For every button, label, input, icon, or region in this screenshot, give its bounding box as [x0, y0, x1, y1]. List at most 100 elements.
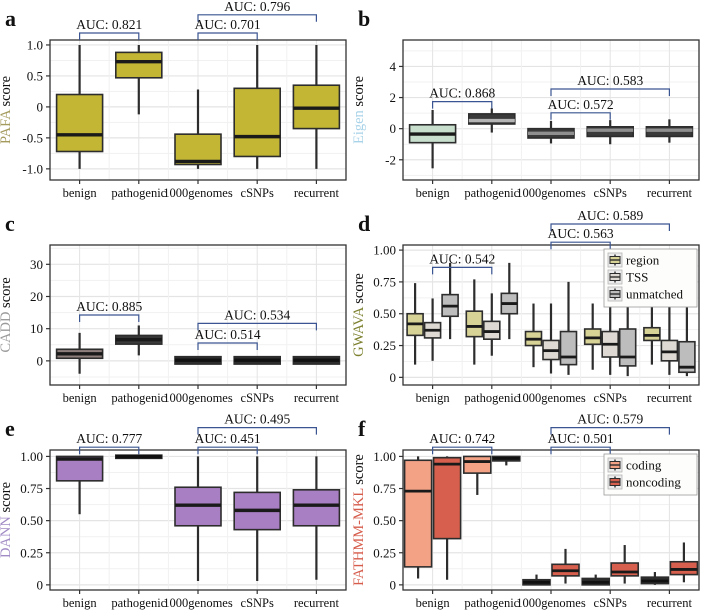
legend-label: noncoding	[626, 475, 681, 490]
x-tick-label: 1000genomes	[516, 596, 586, 610]
x-tick-label: 1000genomes	[163, 596, 233, 610]
x-tick-label: cSNPs	[241, 391, 274, 405]
auc-label: AUC: 0.451	[195, 431, 261, 446]
box	[678, 340, 696, 374]
boxplot-1000genomes-noncoding	[551, 548, 580, 584]
boxplots	[408, 108, 694, 169]
x-tick-label: cSNPs	[241, 186, 274, 200]
boxplot-1000genomes	[174, 355, 222, 365]
legend-entry-TSS: TSS	[607, 270, 648, 285]
auc-bracket: AUC: 0.821	[76, 17, 142, 40]
boxplot-benign-coding	[403, 456, 433, 579]
x-tick-label: benign	[63, 186, 98, 200]
legend-entry-region: region	[607, 253, 660, 268]
boxplots	[406, 262, 696, 377]
y-tick-label: 0.75	[373, 481, 396, 496]
y-axis-title: FATHMM-MKL score	[351, 454, 367, 586]
box	[403, 459, 433, 568]
box	[559, 330, 578, 366]
auc-label: AUC: 0.542	[429, 251, 495, 266]
boxplot-cSNPs	[233, 456, 281, 582]
boxplot-1000genomes	[527, 120, 575, 144]
auc-label: AUC: 0.534	[224, 307, 290, 322]
legend-label: TSS	[626, 270, 648, 285]
boxplot-benign-TSS	[423, 298, 442, 361]
y-tick-label: 0.50	[373, 513, 396, 528]
box	[432, 456, 462, 540]
x-tick-label: pathogenic	[111, 186, 166, 200]
y-axis: 0 0.25 0.50 0.75 1.00	[373, 243, 403, 385]
legend-label: unmatched	[626, 287, 684, 302]
panel-d-chart: 0 0.25 0.50 0.75 1.00 benign pathogenic1000gen…	[351, 208, 700, 405]
legend: region TSS unmatched	[603, 248, 698, 308]
box	[463, 455, 492, 474]
boxplot-recurrent-noncoding	[669, 542, 699, 583]
boxplot-benign-unmatched	[441, 262, 459, 340]
legend-entry-unmatched: unmatched	[607, 287, 684, 302]
legend-entry-coding: coding	[607, 458, 662, 473]
box	[618, 328, 637, 367]
boxplot-recurrent	[292, 456, 341, 580]
auc-bracket: AUC: 0.451	[195, 431, 261, 455]
y-tick-label: 2	[390, 90, 397, 105]
panel-e: 0 0.25 0.50 0.75 1.00 benign pathogenic 1000gen…	[0, 410, 353, 615]
y-tick-label: 30	[30, 257, 43, 272]
panel-letter: f	[358, 416, 366, 441]
y-axis-title: DANN score	[0, 482, 14, 558]
panel-letter: d	[358, 211, 370, 236]
auc-label: AUC: 0.572	[548, 97, 614, 112]
auc-bracket: AUC: 0.796	[197, 0, 317, 22]
boxplot-cSNPs-noncoding	[610, 545, 640, 584]
panel-f-chart: 0 0.25 0.50 0.75 1.00 benign pathogenic1000gen…	[351, 412, 700, 610]
boxplot-1000genomes-unmatched	[559, 281, 578, 375]
y-tick-label: 0.5	[27, 68, 43, 83]
y-tick-label: 0	[390, 577, 397, 592]
box	[55, 93, 104, 153]
y-tick-label: 0.25	[20, 545, 43, 560]
x-tick-label: recurrent	[647, 186, 693, 200]
auc-bracket: AUC: 0.885	[76, 299, 142, 322]
x-tick-label: recurrent	[647, 596, 693, 610]
boxplots	[403, 455, 699, 586]
y-tick-label: -0.5	[22, 130, 43, 145]
y-tick-label: 0	[37, 99, 44, 114]
y-tick-label: 20	[30, 289, 43, 304]
y-tick-label: -1.0	[22, 161, 43, 176]
auc-label: AUC: 0.821	[76, 17, 142, 32]
auc-label: AUC: 0.742	[429, 431, 495, 446]
y-axis-title: Eigen score	[351, 76, 367, 144]
panel-a: -1.0 -0.5 0 0.5 1.0 benign pathogenic 1000genom…	[0, 0, 353, 205]
panel-b: -2 0 2 4 benign pathogenic 1000genomes cSNPs rec…	[351, 0, 706, 205]
y-axis-title: CADD score	[0, 277, 14, 352]
boxplot-pathogenic	[115, 44, 163, 115]
boxplots	[55, 454, 341, 582]
boxplot-1000genomes	[174, 89, 222, 169]
boxplot-cSNPs-TSS	[601, 298, 619, 375]
boxplot-cSNPs-region	[583, 303, 602, 370]
x-tick-label: pathogenic	[464, 596, 519, 610]
boxplot-recurrent-unmatched	[678, 307, 696, 377]
x-tick-label: cSNPs	[594, 186, 627, 200]
boxplot-benign	[55, 455, 104, 515]
y-axis: 0 10 20 30	[30, 257, 50, 368]
auc-bracket: AUC: 0.534	[197, 307, 317, 331]
auc-label: AUC: 0.796	[224, 0, 290, 14]
panel-c: 0 10 20 30 benign pathogenic 1000genomes cSNPs r…	[0, 205, 353, 410]
x-tick-label: benign	[63, 391, 98, 405]
box	[292, 489, 341, 527]
x-tick-label: 1000genomes	[163, 391, 233, 405]
auc-bracket: AUC: 0.514	[195, 327, 261, 350]
auc-label: AUC: 0.701	[195, 17, 261, 32]
y-tick-label: 1.00	[373, 449, 396, 464]
x-tick-label: 1000genomes	[516, 391, 586, 405]
auc-label: AUC: 0.583	[577, 73, 643, 88]
panel-letter: e	[5, 416, 15, 441]
auc-bracket: AUC: 0.579	[550, 412, 670, 435]
x-tick-label: benign	[416, 186, 451, 200]
boxplot-1000genomes-region	[524, 303, 543, 368]
auc-label: AUC: 0.495	[224, 412, 290, 427]
auc-bracket: AUC: 0.501	[548, 431, 614, 455]
